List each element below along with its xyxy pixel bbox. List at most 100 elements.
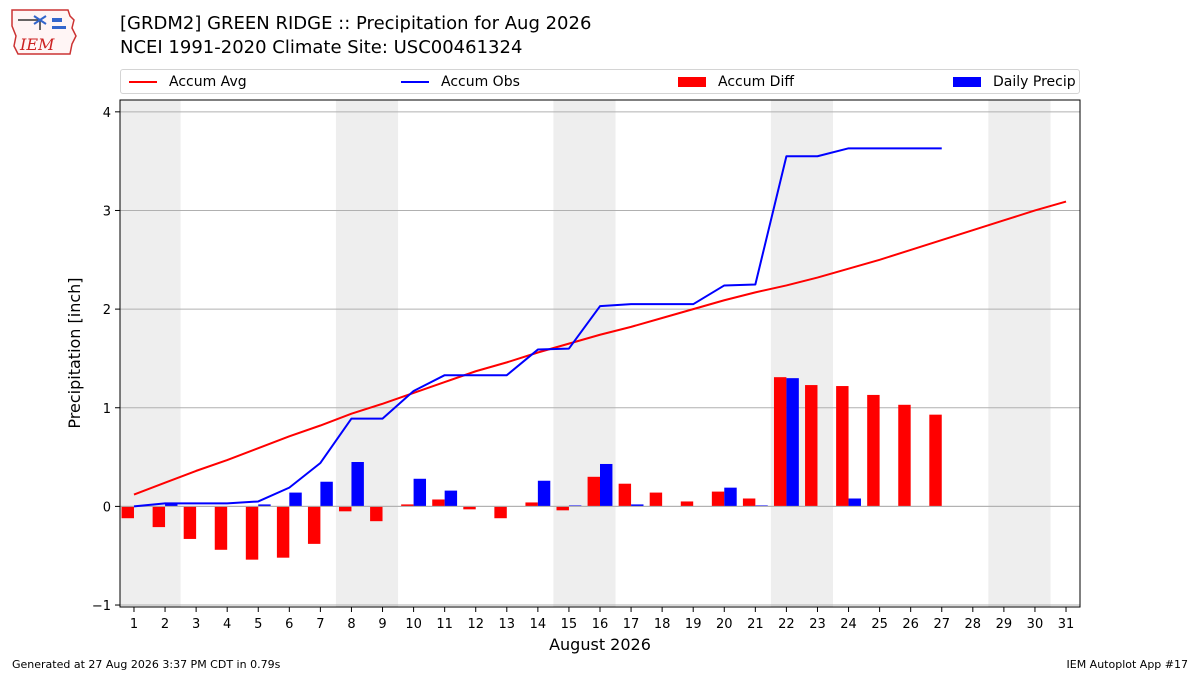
line-accum-avg [133,200,1067,496]
x-tick-label-17: 17 [623,617,640,632]
bar-daily-precip-day-11 [444,490,458,507]
legend-label-accum-diff: Accum Diff [718,73,795,90]
bar-daily-precip-day-2 [165,503,178,507]
bar-accum-diff-day-20 [711,491,725,507]
bar-daily-precip-day-20 [724,487,737,507]
bar-daily-precip-day-5 [258,504,271,507]
title-line-2: NCEI 1991-2020 Climate Site: USC00461324 [120,37,523,58]
bar-accum-diff-day-6 [276,506,290,558]
bar-accum-diff-day-9 [370,506,383,522]
bar-daily-precip-day-14 [537,480,551,507]
x-tick-label-29: 29 [996,617,1013,632]
footer-app: IEM Autoplot App #17 [1066,658,1189,671]
x-tick-label-13: 13 [499,617,516,632]
bar-accum-diff-day-23 [805,385,818,507]
bar-accum-diff-day-14 [525,502,538,507]
bar-daily-precip-day-8 [351,462,364,507]
bar-accum-diff-day-27 [929,414,942,507]
legend-item-accum-diff: Accum Diff [678,70,794,93]
footer-generated: Generated at 27 Aug 2026 3:37 PM CDT in … [12,658,281,671]
bar-accum-diff-day-2 [152,506,166,528]
legend-swatch-accum-diff [678,76,706,87]
x-tick-label-14: 14 [530,617,547,632]
weekend-bands [120,100,1051,607]
x-tick-label-2: 2 [161,617,169,632]
y-axis-ticks: −1 0 1 2 3 4 [92,106,120,614]
bar-daily-precip-day-10 [413,478,427,507]
bar-daily-precip-day-7 [320,481,333,507]
x-tick-label-11: 11 [436,617,453,632]
legend-item-accum-avg: Accum Avg [129,70,247,93]
bar-accum-diff-day-21 [742,498,756,507]
bar-daily-precip-day-16 [600,463,613,507]
y-tick-label-3: 3 [103,204,111,219]
x-tick-label-4: 4 [223,617,231,632]
chart-title: [GRDM2] GREEN RIDGE :: Precipitation for… [120,12,591,60]
bar-accum-diff-day-18 [649,492,663,507]
x-tick-label-9: 9 [378,617,386,632]
bar-accum-diff-day-24 [836,386,849,507]
line-series [133,147,1067,508]
x-tick-label-7: 7 [316,617,324,632]
x-tick-label-27: 27 [933,617,950,632]
bar-accum-diff-day-17 [618,483,632,507]
bar-accum-diff-day-11 [432,499,445,507]
y-tick-label-1: 1 [103,402,111,417]
bar-accum-diff-day-16 [587,476,600,507]
bar-daily-precip-day-17 [631,504,644,507]
weekend-band-4 [770,100,834,607]
bar-series [120,377,1080,560]
x-tick-label-6: 6 [285,617,293,632]
legend-label-accum-obs: Accum Obs [441,73,520,90]
weekend-band-1 [120,100,181,607]
legend-swatch-accum-obs [401,80,429,83]
bar-accum-diff-day-1 [121,506,134,519]
bar-accum-diff-day-26 [898,404,911,507]
x-tick-label-21: 21 [747,617,764,632]
bar-daily-precip-day-22 [786,378,799,507]
x-tick-label-31: 31 [1058,617,1075,632]
bar-daily-precip-day-24 [848,498,861,507]
iem-logo: IEM [8,6,80,58]
bar-accum-diff-day-4 [214,506,228,550]
y-tick-label--1: −1 [92,599,111,614]
y-tick-label-0: 0 [103,500,111,515]
bar-accum-diff-day-5 [245,506,259,560]
x-tick-label-16: 16 [592,617,609,632]
x-tick-label-22: 22 [778,617,795,632]
x-tick-label-18: 18 [654,617,671,632]
x-tick-label-26: 26 [902,617,919,632]
x-tick-label-23: 23 [809,617,826,632]
bar-accum-diff-day-25 [867,394,880,507]
y-tick-label-2: 2 [103,303,111,318]
bar-accum-diff-day-22 [773,377,787,507]
bar-accum-diff-day-12 [463,506,476,510]
x-tick-label-1: 1 [130,617,138,632]
bar-accum-diff-day-10 [401,504,414,507]
x-tick-label-30: 30 [1027,617,1044,632]
legend-label-accum-avg: Accum Avg [169,73,247,90]
line-accum-obs [133,147,942,508]
y-tick-label-4: 4 [103,106,111,121]
x-tick-label-28: 28 [965,617,982,632]
x-tick-label-5: 5 [254,617,262,632]
x-tick-label-19: 19 [685,617,702,632]
x-tick-label-3: 3 [192,617,200,632]
legend-swatch-accum-avg [129,80,157,83]
x-tick-label-15: 15 [561,617,578,632]
x-tick-label-8: 8 [347,617,355,632]
bar-accum-diff-day-15 [556,506,569,511]
iowa-state-icon: IEM [11,9,77,55]
weekend-band-3 [553,100,616,607]
bar-accum-diff-day-19 [680,501,694,507]
legend-label-daily-precip: Daily Precip [993,73,1076,90]
x-tick-label-25: 25 [871,617,888,632]
legend-item-daily-precip: Daily Precip [953,70,1076,93]
bar-daily-precip-day-6 [289,492,302,507]
x-axis-ticks: 1 2 3 4 5 6 7 8 9 10 11 12 13 14 15 16 17 18 19 20 21 22 23 24 2… [130,607,1074,632]
x-tick-label-24: 24 [840,617,857,632]
bar-accum-diff-day-8 [339,506,352,512]
weekend-band-2 [335,100,399,607]
title-line-1: [GRDM2] GREEN RIDGE :: Precipitation for… [120,13,592,34]
